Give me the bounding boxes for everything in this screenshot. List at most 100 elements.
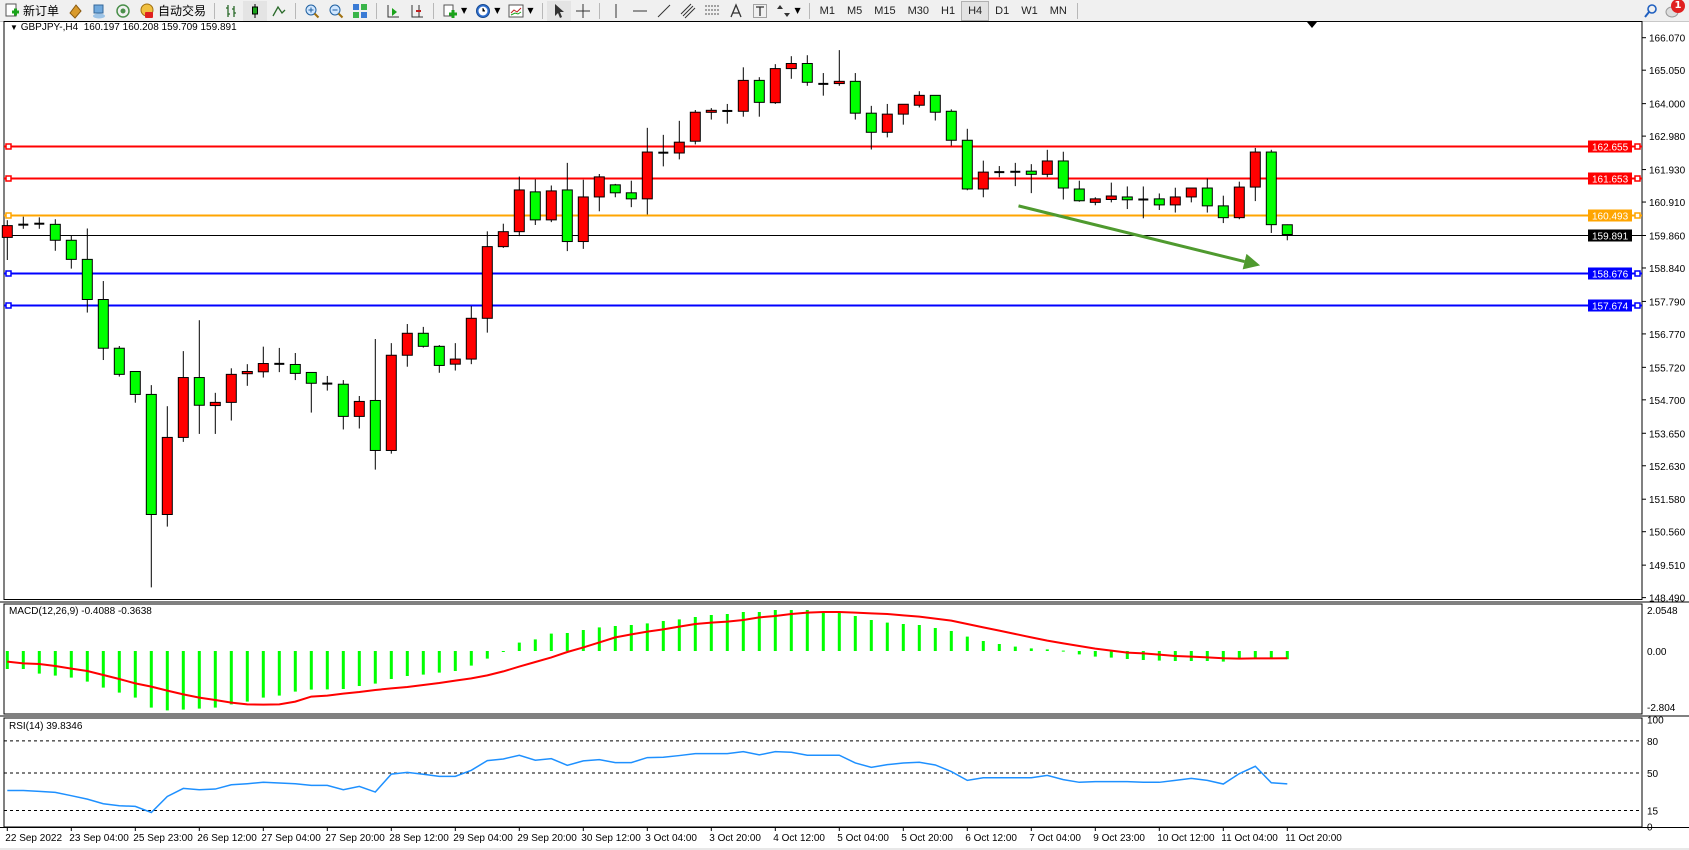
price-tick-label: 157.790 <box>1649 297 1686 308</box>
price-tick-label: 166.070 <box>1649 34 1686 45</box>
macd-histogram-bar <box>981 641 985 651</box>
candle <box>1153 193 1165 211</box>
line-anchor-handle <box>5 270 12 277</box>
price-label-box <box>1588 299 1632 312</box>
new-order-icon <box>4 3 20 19</box>
periods-button[interactable]: ▼ <box>471 1 504 21</box>
zoom-in-button[interactable] <box>300 1 324 21</box>
new-order-button[interactable]: 新订单 <box>0 1 63 21</box>
timeframe-m5-button[interactable]: M5 <box>846 4 863 17</box>
bear-candle-body <box>369 399 381 451</box>
bear-candle-body <box>625 192 637 200</box>
search-icon[interactable] <box>1643 3 1659 19</box>
time-tick-label: 5 Oct 04:00 <box>837 833 889 844</box>
price-tick-label: 154.700 <box>1649 396 1686 407</box>
price-tick-label: 164.000 <box>1649 100 1686 111</box>
timeframe-d1-button[interactable]: D1 <box>995 4 1010 17</box>
arrows-button[interactable]: ▼ <box>772 1 805 21</box>
macd-histogram-bar <box>133 651 137 698</box>
macd-histogram-bar <box>277 651 281 696</box>
macd-histogram-bar <box>69 651 73 678</box>
cursor-button[interactable] <box>546 0 571 21</box>
fibonacci-button[interactable] <box>700 1 724 21</box>
equidistant-channel-button[interactable] <box>676 1 700 21</box>
auto-trading-button[interactable]: 自动交易 <box>135 1 210 21</box>
bear-candle-body <box>1057 160 1069 189</box>
arrows-icon <box>776 3 792 19</box>
timeframe-mn-button[interactable]: MN <box>1049 4 1067 17</box>
macd-histogram-bar <box>1221 651 1225 662</box>
bear-candle-body <box>305 371 317 384</box>
bear-candle-body <box>1153 198 1165 206</box>
candle <box>305 371 317 413</box>
candlestick-button[interactable] <box>243 0 268 21</box>
status-strip <box>0 848 1689 850</box>
bear-candle-body <box>97 299 109 349</box>
indicators-button[interactable]: ▼ <box>438 1 471 21</box>
macd-axis-label: 2.0548 <box>1647 606 1678 617</box>
zoom-out-button[interactable] <box>324 1 348 21</box>
toolbar-divider <box>214 2 216 19</box>
text-label-button[interactable] <box>748 1 772 21</box>
timeframe-m30-button[interactable]: M30 <box>907 4 930 17</box>
crosshair-button[interactable] <box>571 1 595 21</box>
data-window-button[interactable] <box>87 1 111 21</box>
horizontal-line-button[interactable] <box>628 1 652 21</box>
macd-histogram-bar <box>997 644 1001 651</box>
chart-area[interactable]: 166.070 165.050 164.000 162.980 161.930 160.9… <box>0 21 1689 850</box>
chart-menu-arrow-icon[interactable]: ▼ <box>10 23 18 32</box>
text-label-icon <box>752 3 768 19</box>
tile-windows-button[interactable] <box>348 1 372 21</box>
timeframe-bar: M1 M5 M15 M30 H1 H4 D1 W1 MN <box>814 0 1073 21</box>
bull-candle-body <box>673 141 685 154</box>
zoom-in-icon <box>304 3 320 19</box>
timeframe-h1-button[interactable]: H1 <box>941 4 956 17</box>
candle <box>209 392 221 434</box>
signals-button[interactable] <box>111 1 135 21</box>
timeframe-h4-button[interactable]: H4 <box>961 0 990 21</box>
candle <box>513 176 525 237</box>
auto-scroll-button[interactable] <box>381 1 405 21</box>
periods-clock-icon <box>475 3 491 19</box>
trendline-button[interactable] <box>652 1 676 21</box>
macd-histogram-bar <box>533 639 537 651</box>
bear-candle-body <box>801 62 813 83</box>
timeframe-m15-button[interactable]: M15 <box>874 4 896 17</box>
bear-candle-body <box>129 370 141 395</box>
line-chart-button[interactable] <box>267 1 291 21</box>
timeframe-m1-button[interactable]: M1 <box>819 4 835 17</box>
candle <box>449 343 461 371</box>
macd-histogram-bar <box>1285 651 1289 660</box>
candle <box>177 351 189 442</box>
bear-candle-body <box>561 189 573 243</box>
bar-chart-button[interactable] <box>219 1 243 21</box>
price-tick-label: 162.980 <box>1649 132 1686 143</box>
bull-candle-body <box>913 94 925 106</box>
chart-shift-button[interactable] <box>405 1 429 21</box>
macd-histogram-bar <box>741 612 745 651</box>
line-anchor-handle <box>1634 302 1641 309</box>
text-button[interactable] <box>724 1 748 21</box>
candle <box>433 345 445 373</box>
time-tick-label: 27 Sep 04:00 <box>261 833 321 844</box>
toolbar: 新订单 自动交易 ▼ ▼ ▼ ▼ M1 M5 M15 M30 H1 H4 D1 W1 MN 1 <box>0 0 1689 22</box>
notification-button[interactable]: 1 <box>1665 0 1685 19</box>
candle <box>481 231 493 333</box>
templates-button[interactable]: ▼ <box>504 1 537 21</box>
auto-scroll-icon <box>385 3 401 19</box>
bull-candle-body <box>833 80 845 85</box>
vertical-line-button[interactable] <box>604 1 628 21</box>
candle <box>1 220 13 261</box>
macd-histogram-bar <box>565 633 569 651</box>
market-watch-button[interactable] <box>63 1 87 21</box>
timeframe-w1-button[interactable]: W1 <box>1021 4 1038 17</box>
macd-histogram-bar <box>677 619 681 651</box>
candle <box>1185 187 1197 203</box>
candle <box>1249 147 1261 202</box>
candle <box>994 166 1005 178</box>
bull-candle-body <box>257 363 269 373</box>
macd-histogram-bar <box>853 616 857 651</box>
bull-candle-body <box>641 151 653 200</box>
candle <box>625 180 637 208</box>
macd-signal-line <box>7 611 1288 706</box>
